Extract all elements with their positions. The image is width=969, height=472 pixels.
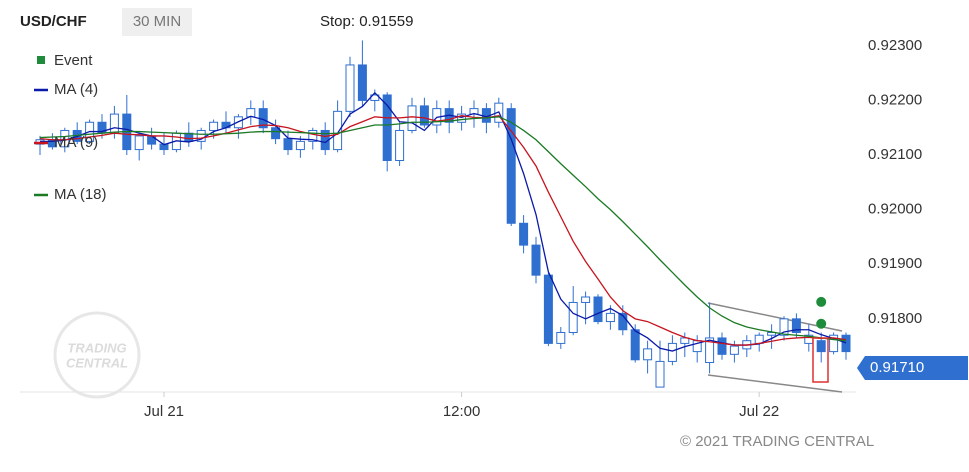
candle-body <box>630 329 640 361</box>
candle-body <box>655 360 665 388</box>
symbol: USD/CHF <box>20 13 87 30</box>
candle-body <box>605 312 615 323</box>
legend-label: MA (9) <box>54 134 98 151</box>
ma-line <box>39 116 847 342</box>
candle-body <box>841 334 851 353</box>
candle-body <box>333 110 343 151</box>
legend-label: MA (4) <box>54 81 98 98</box>
legend-swatch <box>37 56 45 64</box>
candle-body <box>357 64 367 101</box>
legend-label: MA (18) <box>54 186 107 203</box>
interval[interactable]: 30 MIN <box>133 13 181 30</box>
ma-line <box>40 91 847 352</box>
candle-body <box>295 140 305 151</box>
y-tick-label: 0.91800 <box>868 310 922 327</box>
candle-body <box>531 244 541 276</box>
watermark-text: CENTRAL <box>66 355 128 370</box>
candle-body <box>345 64 355 112</box>
candle-body <box>407 105 417 131</box>
candle-body <box>134 135 144 151</box>
candle-body <box>779 318 789 336</box>
x-tick-label: 12:00 <box>443 403 481 420</box>
highlight-box <box>812 337 829 383</box>
y-tick-label: 0.92000 <box>868 201 922 218</box>
y-tick-label: 0.92200 <box>868 91 922 108</box>
candle-body <box>109 113 119 134</box>
channel-line <box>707 374 843 393</box>
candle-body <box>593 296 603 323</box>
legend-label: Event <box>54 52 93 69</box>
watermark: TRADING CENTRAL <box>53 311 141 399</box>
y-tick-label: 0.92100 <box>868 146 922 163</box>
event-dot <box>816 318 827 329</box>
candle-body <box>271 127 281 140</box>
candle-body <box>506 108 516 224</box>
x-tick-label: Jul 21 <box>144 403 184 420</box>
watermark-ring <box>53 311 141 399</box>
candle-body <box>209 121 219 131</box>
candle-body <box>829 334 839 353</box>
event-dot <box>816 296 827 307</box>
price-tag-label: 0.91710 <box>870 359 924 376</box>
candle-body <box>729 345 739 355</box>
candle-body <box>308 129 318 142</box>
x-tick-label: Jul 22 <box>739 403 779 420</box>
stop-label: Stop: 0.91559 <box>320 13 413 30</box>
candle-body <box>581 296 591 303</box>
y-tick-label: 0.91900 <box>868 255 922 272</box>
interval-box <box>122 8 192 36</box>
candle-body <box>717 337 727 355</box>
y-tick-label: 0.92300 <box>868 37 922 54</box>
candle-body <box>791 318 801 333</box>
candle-body <box>419 105 429 126</box>
price-tag <box>857 355 968 380</box>
candle-body <box>382 94 392 161</box>
candle-body <box>816 340 826 353</box>
candle-body <box>568 301 578 333</box>
ma-line <box>39 115 847 346</box>
candle-body <box>457 113 467 123</box>
candle-body <box>395 129 405 161</box>
candle-body <box>556 331 566 344</box>
candle-body <box>283 138 293 151</box>
candle-body <box>667 342 677 362</box>
candle-body <box>618 312 628 331</box>
candle-body <box>643 348 653 361</box>
candle-body <box>519 222 529 246</box>
watermark-text: TRADING <box>67 340 126 355</box>
candle-body <box>196 129 206 142</box>
candle-body <box>705 337 715 364</box>
plot <box>35 40 851 388</box>
candle-body <box>246 108 256 118</box>
candle-body <box>543 274 553 344</box>
copyright: © 2021 TRADING CENTRAL <box>680 433 874 450</box>
